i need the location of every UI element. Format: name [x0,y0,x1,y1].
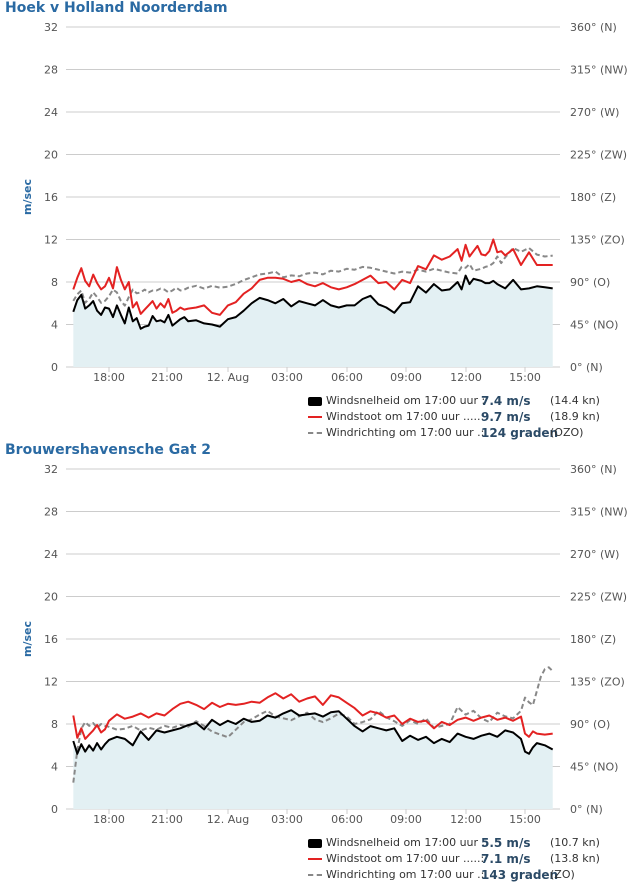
x-tick-label: 12. Aug [207,371,249,384]
gust-series-line [72,692,553,740]
y2-tick-label: 225° (ZW) [570,149,627,162]
speed-series-swatch [308,839,322,848]
y2-tick-label: 180° (Z) [570,191,616,204]
y2-tick-label: 90° (O) [570,276,610,289]
wind-chart: 0 0° (N) 4 45° (NO) 8 90° (O) 12 135° (ZO) 16 180… [21,21,628,384]
legend-unit: (18.9 kn) [550,410,600,423]
chart-legend: Windsnelheid om 17:00 uur : 7.4 m/s (14.… [304,393,634,441]
legend-item-speed[interactable]: Windsnelheid om 17:00 uur : 5.5 m/s (10.… [304,835,634,851]
y-tick-label: 4 [51,761,58,774]
legend-label: Windrichting om 17:00 uur .: [326,868,485,881]
legend-value: 5.5 m/s [481,836,531,850]
x-tick-label: 15:00 [509,813,541,826]
y2-tick-label: 135° (ZO) [570,676,625,689]
speed-series-line [72,709,554,755]
y2-tick-label: 225° (ZW) [570,591,627,604]
y-tick-label: 8 [51,718,58,731]
x-tick-label: 21:00 [151,371,183,384]
y-tick-label: 0 [51,803,58,816]
y-tick-label: 4 [51,319,58,332]
y2-tick-label: 0° (N) [570,361,603,374]
y-tick-label: 20 [44,149,58,162]
legend-label: Windrichting om 17:00 uur .: [326,426,485,439]
y-tick-label: 0 [51,361,58,374]
y2-tick-label: 315° (NW) [570,506,628,519]
y-tick-label: 16 [44,191,58,204]
speed-area [73,710,553,809]
x-tick-label: 03:00 [271,371,303,384]
y2-tick-label: 360° (N) [570,21,617,34]
y-tick-label: 16 [44,633,58,646]
chart-panel-hoek: Hoek v Holland Noorderdam 0 0° (N) 4 45° (N… [5,0,634,441]
x-tick-label: 09:00 [390,813,422,826]
y-tick-label: 32 [44,21,58,34]
y-tick-label: 28 [44,64,58,77]
y-tick-label: 12 [44,676,58,689]
legend-item-direction[interactable]: Windrichting om 17:00 uur .: 143 graden … [304,867,634,883]
wind-chart: 0 0° (N) 4 45° (NO) 8 90° (O) 12 135° (ZO) 16 180… [21,463,628,826]
direction-series-swatch [308,874,322,876]
direction-series-line [72,247,553,307]
legend-value: 7.4 m/s [481,394,531,408]
y-tick-label: 20 [44,591,58,604]
legend-unit: (10.7 kn) [550,836,600,849]
x-tick-label: 12:00 [450,371,482,384]
legend-unit: (ZO) [550,868,575,881]
legend-item-gust[interactable]: Windstoot om 17:00 uur .....: 9.7 m/s (1… [304,409,634,425]
legend-label: Windsnelheid om 17:00 uur : [326,836,486,849]
x-tick-label: 15:00 [509,371,541,384]
legend-label: Windstoot om 17:00 uur .....: [326,852,485,865]
y2-tick-label: 0° (N) [570,803,603,816]
x-tick-label: 12. Aug [207,813,249,826]
legend-unit: (OZO) [550,426,584,439]
x-tick-label: 21:00 [151,813,183,826]
gust-series-line [72,238,553,316]
x-tick-label: 06:00 [331,371,363,384]
legend-item-speed[interactable]: Windsnelheid om 17:00 uur : 7.4 m/s (14.… [304,393,634,409]
y-axis-title: m/sec [21,179,34,215]
gust-series-swatch [308,858,322,860]
y2-tick-label: 180° (Z) [570,633,616,646]
legend-value: 7.1 m/s [481,852,531,866]
legend-label: Windsnelheid om 17:00 uur : [326,394,486,407]
chart-title: Hoek v Holland Noorderdam [5,0,228,16]
speed-series-swatch [308,397,322,406]
legend-unit: (14.4 kn) [550,394,600,407]
y2-tick-label: 90° (O) [570,718,610,731]
x-tick-label: 18:00 [93,371,125,384]
legend-value: 124 graden [481,426,559,440]
x-tick-label: 03:00 [271,813,303,826]
y2-tick-label: 315° (NW) [570,64,628,77]
speed-area [73,275,553,367]
gust-series-swatch [308,416,322,418]
y2-tick-label: 360° (N) [570,463,617,476]
y-tick-label: 28 [44,506,58,519]
x-tick-label: 06:00 [331,813,363,826]
y2-tick-label: 45° (NO) [570,319,618,332]
y2-tick-label: 270° (W) [570,548,619,561]
direction-series-swatch [308,432,322,434]
legend-item-direction[interactable]: Windrichting om 17:00 uur .: 124 graden … [304,425,634,441]
speed-series-line [72,274,553,330]
y-axis-title: m/sec [21,621,34,657]
x-tick-label: 09:00 [390,371,422,384]
legend-value: 9.7 m/s [481,410,531,424]
y-tick-label: 24 [44,106,58,119]
chart-legend: Windsnelheid om 17:00 uur : 5.5 m/s (10.… [304,835,634,883]
y2-tick-label: 270° (W) [570,106,619,119]
legend-item-gust[interactable]: Windstoot om 17:00 uur .....: 7.1 m/s (1… [304,851,634,867]
legend-unit: (13.8 kn) [550,852,600,865]
x-tick-label: 12:00 [450,813,482,826]
x-tick-label: 18:00 [93,813,125,826]
y2-tick-label: 45° (NO) [570,761,618,774]
y-tick-label: 8 [51,276,58,289]
chart-panel-brouwershaven: Brouwershavensche Gat 2 0 0° (N) 4 45° (NO)… [0,442,634,883]
legend-value: 143 graden [481,868,559,882]
chart-title: Brouwershavensche Gat 2 [5,442,212,458]
legend-label: Windstoot om 17:00 uur .....: [326,410,485,423]
y2-tick-label: 135° (ZO) [570,234,625,247]
y-tick-label: 32 [44,463,58,476]
y-tick-label: 24 [44,548,58,561]
y-tick-label: 12 [44,234,58,247]
